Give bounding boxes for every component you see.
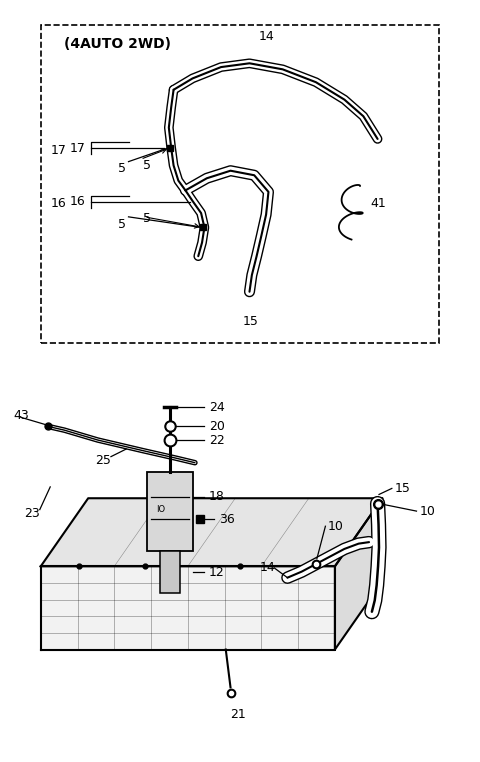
- Text: (4AUTO 2WD): (4AUTO 2WD): [64, 37, 171, 51]
- Text: 25: 25: [96, 454, 111, 467]
- Text: 5: 5: [143, 212, 151, 225]
- Text: 18: 18: [209, 490, 225, 503]
- Text: 15: 15: [242, 315, 258, 328]
- Bar: [41, 25, 439, 343]
- Text: 17: 17: [70, 142, 86, 155]
- Text: 21: 21: [230, 708, 245, 721]
- Text: 22: 22: [209, 434, 225, 447]
- Bar: [147, 472, 192, 551]
- Text: 10: 10: [420, 504, 435, 517]
- Bar: [159, 551, 180, 593]
- Polygon shape: [41, 498, 383, 566]
- Text: 24: 24: [209, 401, 225, 414]
- Text: 16: 16: [50, 197, 66, 210]
- Text: 5: 5: [118, 162, 126, 175]
- Text: 41: 41: [371, 197, 386, 210]
- Polygon shape: [335, 498, 383, 649]
- Text: 14: 14: [260, 562, 276, 575]
- Text: 43: 43: [13, 408, 29, 421]
- Text: IO: IO: [156, 505, 165, 514]
- Text: 16: 16: [70, 195, 86, 208]
- Text: 20: 20: [209, 420, 225, 433]
- Text: 17: 17: [50, 144, 66, 157]
- Text: 5: 5: [118, 218, 126, 231]
- Text: 12: 12: [209, 566, 225, 579]
- Polygon shape: [41, 566, 335, 649]
- Text: 14: 14: [259, 30, 275, 43]
- Text: 10: 10: [328, 520, 344, 533]
- Text: 36: 36: [219, 513, 234, 526]
- Text: 23: 23: [24, 507, 40, 520]
- Text: 5: 5: [143, 159, 151, 172]
- Text: 15: 15: [394, 482, 410, 495]
